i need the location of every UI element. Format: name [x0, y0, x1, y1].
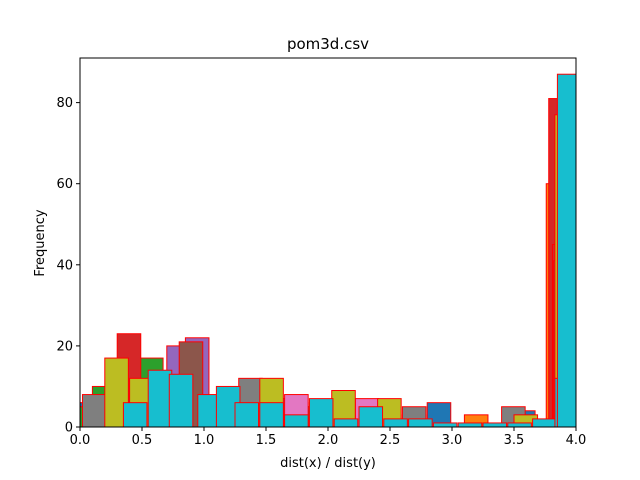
histogram-bar: [482, 422, 508, 428]
histogram-bar: [234, 402, 260, 428]
y-axis-label: Frequency: [33, 209, 48, 276]
y-tick-label: 20: [56, 339, 73, 354]
histogram-bar: [457, 422, 483, 428]
histogram-bar: [259, 402, 284, 428]
x-tick-label: 2.0: [318, 433, 339, 448]
x-tick-label: 0.0: [70, 433, 91, 448]
x-tick-label: 2.5: [380, 433, 401, 448]
x-axis: 0.0 0.5 1.0 1.5 2.0 2.5 3.0 3.5 4.0: [70, 427, 587, 448]
histogram-bar: [122, 402, 148, 428]
histogram-bar: [147, 369, 173, 428]
x-tick-label: 1.5: [256, 433, 277, 448]
histogram-bar: [408, 418, 433, 428]
histogram-bar: [432, 422, 458, 428]
bars-layer: [79, 73, 577, 428]
histogram-bar: [81, 394, 107, 428]
histogram-bar: [556, 73, 577, 428]
histogram-bar: [358, 406, 384, 428]
y-tick-label: 60: [56, 177, 73, 192]
x-tick-label: 0.5: [132, 433, 153, 448]
histogram-bar: [308, 398, 334, 428]
x-tick-label: 4.0: [566, 433, 587, 448]
histogram-bar: [284, 414, 309, 428]
y-tick-label: 40: [56, 258, 73, 273]
y-tick-label: 80: [56, 96, 73, 111]
histogram-bar: [507, 422, 532, 428]
histogram-bar: [532, 418, 557, 428]
y-axis: 0 20 40 60 80: [56, 96, 80, 436]
histogram-bar: [168, 373, 194, 428]
x-axis-label: dist(x) / dist(y): [280, 456, 376, 471]
x-tick-label: 3.0: [442, 433, 463, 448]
x-tick-label: 3.5: [504, 433, 525, 448]
chart-title: pom3d.csv: [287, 35, 369, 53]
histogram-bar: [383, 418, 408, 428]
histogram-bar: [333, 418, 359, 428]
y-tick-label: 0: [65, 421, 73, 436]
x-tick-label: 1.0: [194, 433, 215, 448]
